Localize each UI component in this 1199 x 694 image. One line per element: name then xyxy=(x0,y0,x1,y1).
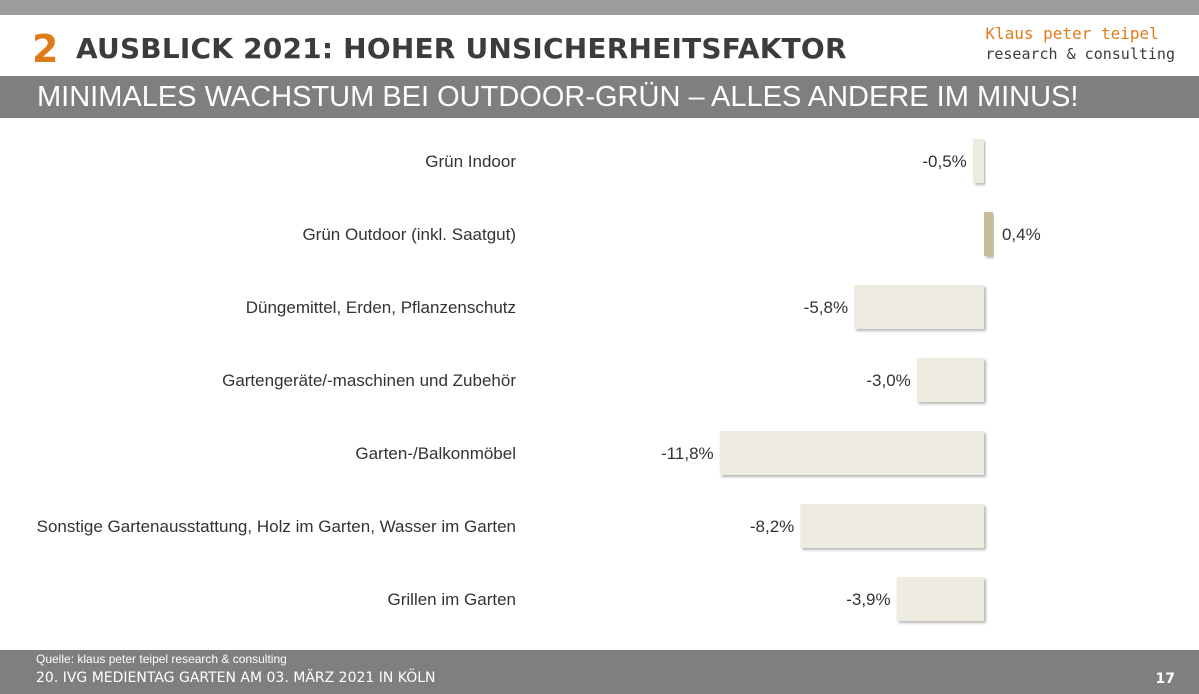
source-note: Quelle: klaus peter teipel research & co… xyxy=(36,652,287,666)
category-label: Sonstige Gartenausstattung, Holz im Gart… xyxy=(37,517,516,536)
page-number: 17 xyxy=(1155,671,1175,687)
category-label: Garten-/Balkonmöbel xyxy=(355,444,516,463)
bar xyxy=(800,504,984,548)
value-label: 0,4% xyxy=(1002,225,1041,244)
value-label: -0,5% xyxy=(922,152,966,171)
category-label: Gartengeräte/-maschinen und Zubehör xyxy=(222,371,516,390)
subtitle-band: MINIMALES WACHSTUM BEI OUTDOOR-GRÜN – AL… xyxy=(0,76,1199,118)
bar xyxy=(854,285,984,329)
value-label: -3,9% xyxy=(846,590,890,609)
value-label: -3,0% xyxy=(866,371,910,390)
event-line: 20. IVG MEDIENTAG GARTEN AM 03. MÄRZ 202… xyxy=(36,670,436,686)
bar-chart: Grün Indoor -0,5% Grün Outdoor (inkl. Saat… xyxy=(37,139,1041,621)
top-bar xyxy=(0,0,1199,15)
category-label: Grün Outdoor (inkl. Saatgut) xyxy=(302,225,516,244)
bar xyxy=(972,139,984,183)
footer-band: Quelle: klaus peter teipel research & co… xyxy=(0,650,1199,694)
section-number: 2 xyxy=(32,27,59,71)
value-label: -11,8% xyxy=(661,444,714,463)
brand-tagline: research & consulting xyxy=(985,45,1175,63)
bar xyxy=(984,212,993,256)
brand-logo: Klaus peter teipel research & consulting xyxy=(985,24,1175,64)
bar xyxy=(719,431,984,475)
page-title: AUSBLICK 2021: HOHER UNSICHERHEITSFAKTOR xyxy=(76,32,847,65)
bar xyxy=(896,577,984,621)
value-label: -5,8% xyxy=(804,298,848,317)
value-label: -8,2% xyxy=(750,517,794,536)
brand-name: Klaus peter teipel xyxy=(985,24,1159,43)
category-label: Grün Indoor xyxy=(425,152,516,171)
bar xyxy=(916,358,984,402)
bars-layer xyxy=(719,139,993,621)
category-label: Düngemittel, Erden, Pflanzenschutz xyxy=(246,298,516,317)
category-label: Grillen im Garten xyxy=(388,590,516,609)
labels-layer: Grün Indoor -0,5% Grün Outdoor (inkl. Saat… xyxy=(37,152,1041,609)
subtitle: MINIMALES WACHSTUM BEI OUTDOOR-GRÜN – AL… xyxy=(37,81,1079,113)
